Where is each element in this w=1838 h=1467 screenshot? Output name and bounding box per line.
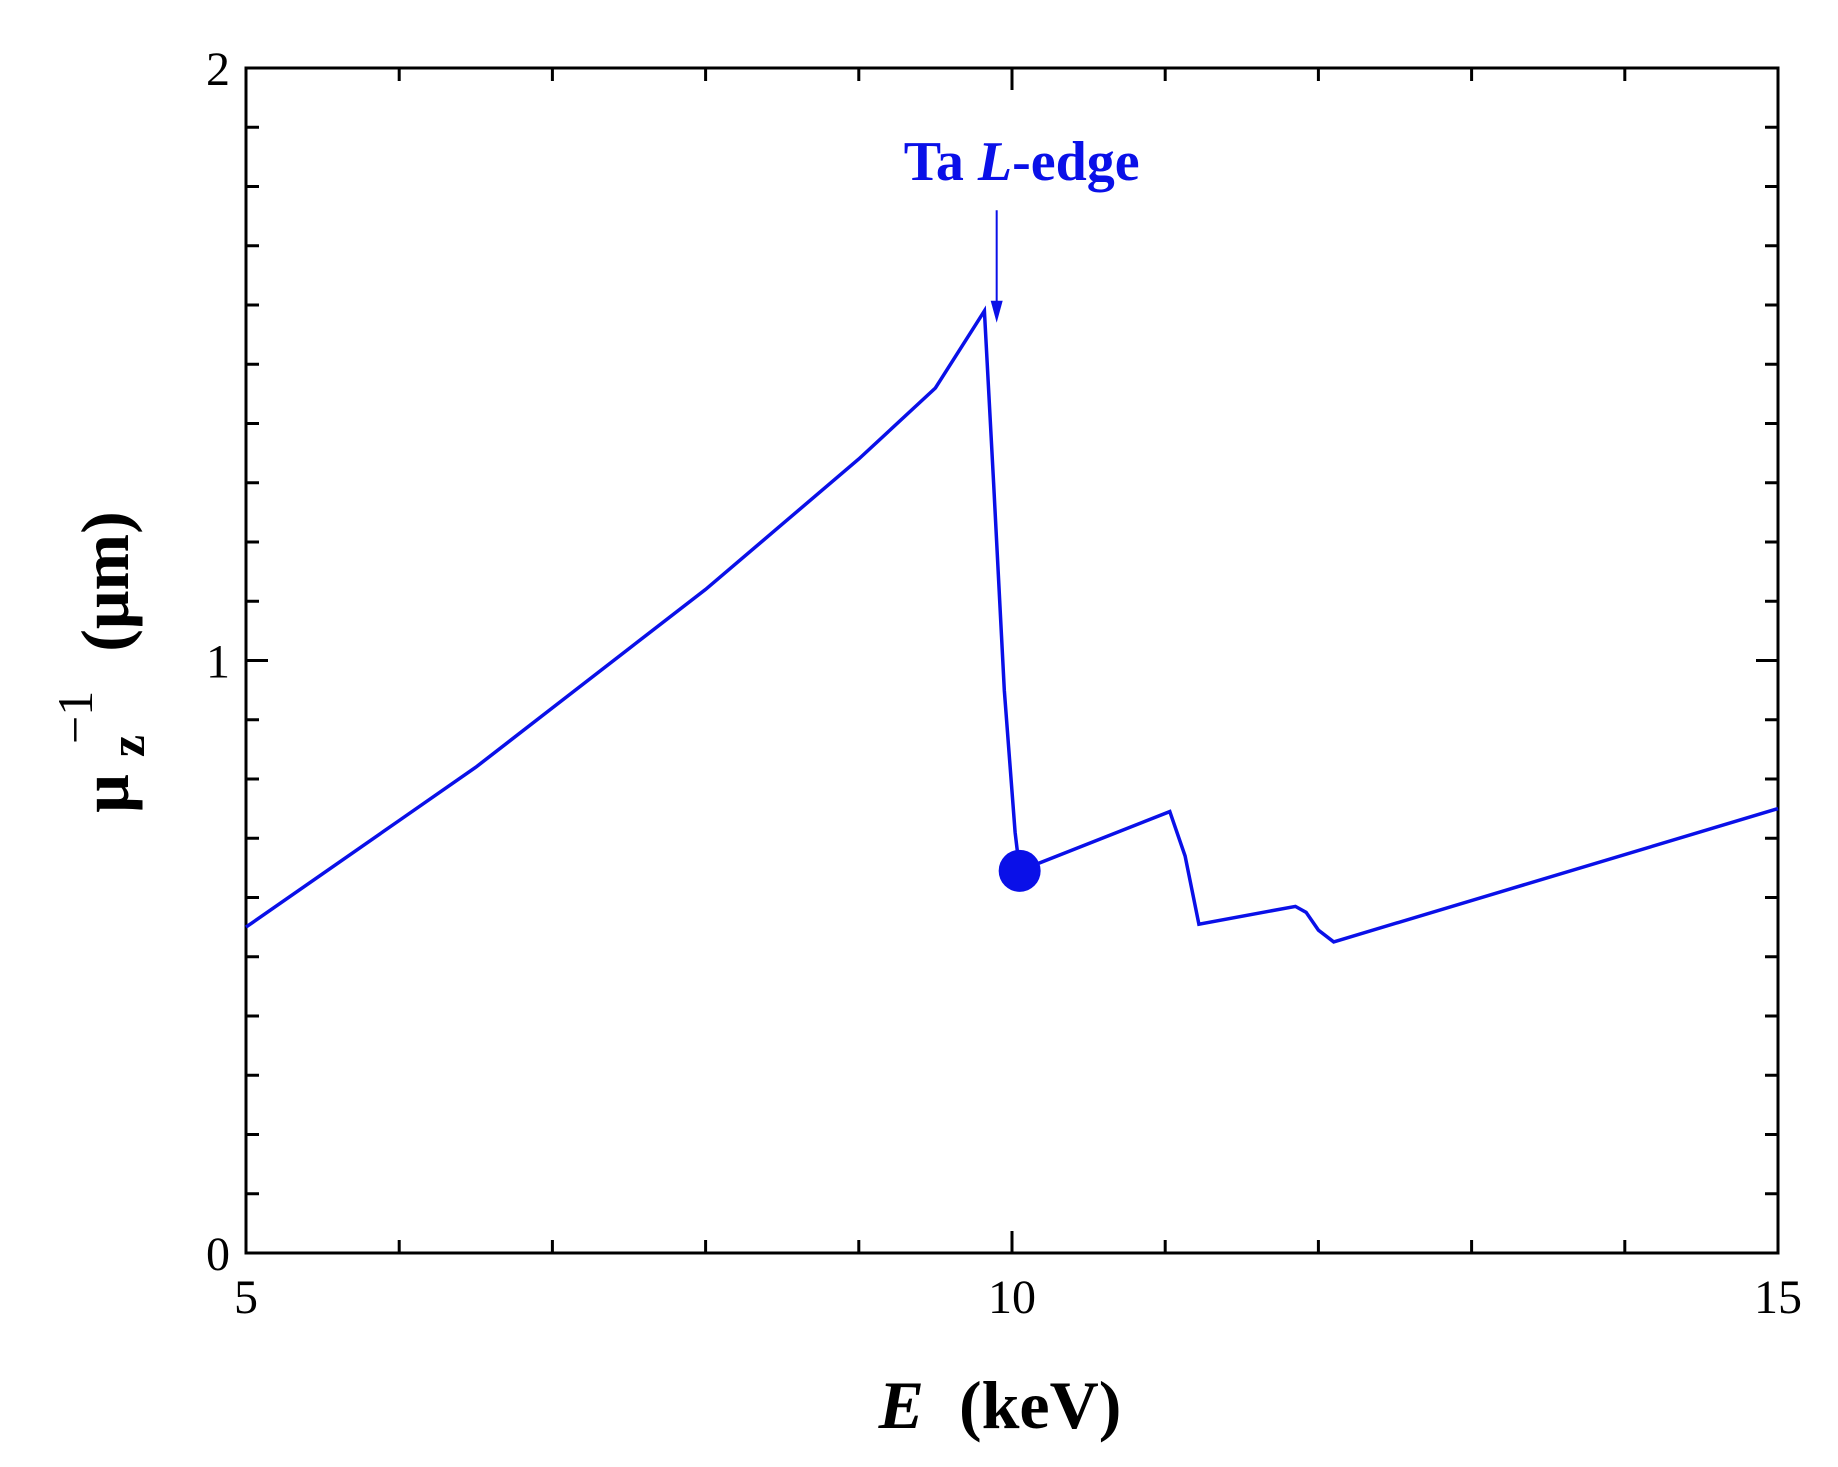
x-axis-unit: (keV) (959, 1367, 1121, 1443)
annotation-label: Ta L-edge (904, 131, 1140, 193)
y-tick-label: 1 (206, 636, 230, 689)
x-tick-label: 10 (988, 1271, 1036, 1324)
axis-ticks (244, 66, 1780, 1255)
y-axis-unit: (μm) (67, 511, 143, 651)
x-tick-label: 15 (1754, 1271, 1802, 1324)
y-tick-label: 2 (206, 43, 230, 96)
plot-frame (244, 66, 1780, 1255)
y-axis-variable: μ (67, 774, 143, 813)
y-axis-subscript: z (99, 735, 155, 757)
y-axis-title: μ z −1 (μm) (31, 511, 159, 812)
data-marker-dot (998, 849, 1041, 892)
annotation-arrow-head (990, 300, 1003, 323)
series-line (245, 305, 1779, 944)
x-axis-variable: E (878, 1367, 924, 1443)
x-tick-label: 5 (234, 1271, 258, 1324)
y-tick-label: 0 (206, 1228, 230, 1281)
y-axis-superscript: −1 (47, 691, 103, 744)
series-group (245, 305, 1779, 944)
tick-labels: 5 10 15 0 1 2 (206, 43, 1802, 1324)
annotations: Ta L-edge (904, 131, 1140, 323)
x-axis-title: E (keV) (878, 1367, 1122, 1443)
